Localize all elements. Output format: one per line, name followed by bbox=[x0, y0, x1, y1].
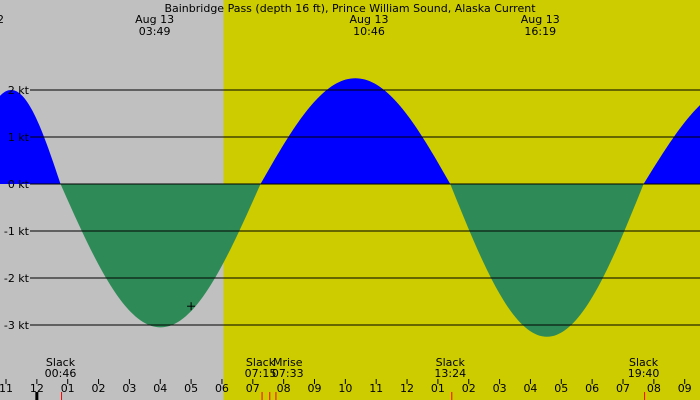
y-tick-label: 2 kt bbox=[8, 84, 30, 97]
x-tick-label: 04 bbox=[153, 382, 167, 395]
x-tick-label: 12 bbox=[400, 382, 414, 395]
x-tick-label: 05 bbox=[184, 382, 198, 395]
y-tick-label: 0 kt bbox=[8, 178, 30, 191]
x-tick-label: 06 bbox=[585, 382, 599, 395]
ebb-area bbox=[450, 184, 644, 337]
grid-layer bbox=[30, 89, 700, 326]
slack-label: Slack bbox=[246, 356, 276, 369]
x-tick-label: 08 bbox=[277, 382, 291, 395]
slack-label: Slack bbox=[629, 356, 659, 369]
marker-layer bbox=[187, 302, 196, 311]
chart-title: Bainbridge Pass (depth 16 ft), Prince Wi… bbox=[164, 2, 536, 15]
slack-labels: Slack00:46Slack07:15Slack13:24Slack19:40… bbox=[45, 356, 660, 380]
ebb-area bbox=[60, 184, 261, 328]
extreme-time-label: 16:19 bbox=[524, 25, 556, 38]
y-tick-label: 1 kt bbox=[8, 131, 30, 144]
extreme-date-label: Aug 13 bbox=[135, 13, 174, 26]
y-tick-label: -2 kt bbox=[4, 272, 30, 285]
slack-label: Slack bbox=[436, 356, 466, 369]
extreme-date-label: Aug 13 bbox=[350, 13, 389, 26]
y-tick-label: -3 kt bbox=[4, 319, 30, 332]
x-axis-ticks: 11 12 01 02 03 04 05 06 07 08 09 10 11 12 01 02 03 04 05 06… bbox=[0, 379, 692, 400]
x-tick-label: 11 bbox=[0, 382, 13, 395]
slack-time-label: 07:15 bbox=[245, 367, 277, 380]
x-tick-label: 02 bbox=[92, 382, 106, 395]
x-tick-label: 01 bbox=[61, 382, 75, 395]
y-tick-label: -1 kt bbox=[4, 225, 30, 238]
x-tick-label: 03 bbox=[122, 382, 136, 395]
moonrise-label: Mrise bbox=[273, 356, 303, 369]
extreme-time-label: 10:46 bbox=[353, 25, 385, 38]
x-tick-label: 07 bbox=[616, 382, 630, 395]
midnight-mark bbox=[35, 392, 39, 400]
flood-area bbox=[643, 105, 700, 184]
left-edge-label: 2 bbox=[0, 13, 4, 26]
x-tick-label: 11 bbox=[369, 382, 383, 395]
x-tick-label: 01 bbox=[431, 382, 445, 395]
flood-area bbox=[260, 78, 451, 184]
x-tick-label: 08 bbox=[647, 382, 661, 395]
slack-time-label: 19:40 bbox=[628, 367, 660, 380]
extreme-date-label: Aug 13 bbox=[521, 13, 560, 26]
x-tick-label: 07 bbox=[246, 382, 260, 395]
x-tick-label: 09 bbox=[678, 382, 692, 395]
x-tick-label: 09 bbox=[308, 382, 322, 395]
x-tick-label: 05 bbox=[554, 382, 568, 395]
y-tick-labels: 2 kt 1 kt 0 kt -1 kt -2 kt -3 kt bbox=[4, 84, 30, 332]
extreme-time-label: 03:49 bbox=[139, 25, 171, 38]
x-tick-label: 10 bbox=[338, 382, 352, 395]
x-tick-label: 02 bbox=[462, 382, 476, 395]
x-tick-label: 06 bbox=[215, 382, 229, 395]
moonrise-time-label: 07:33 bbox=[272, 367, 304, 380]
x-tick-label: 04 bbox=[523, 382, 537, 395]
slack-time-label: 13:24 bbox=[434, 367, 466, 380]
x-tick-label: 12 bbox=[30, 382, 44, 395]
slack-label: Slack bbox=[46, 356, 76, 369]
x-tick-label: 03 bbox=[493, 382, 507, 395]
slack-time-label: 00:46 bbox=[45, 367, 77, 380]
